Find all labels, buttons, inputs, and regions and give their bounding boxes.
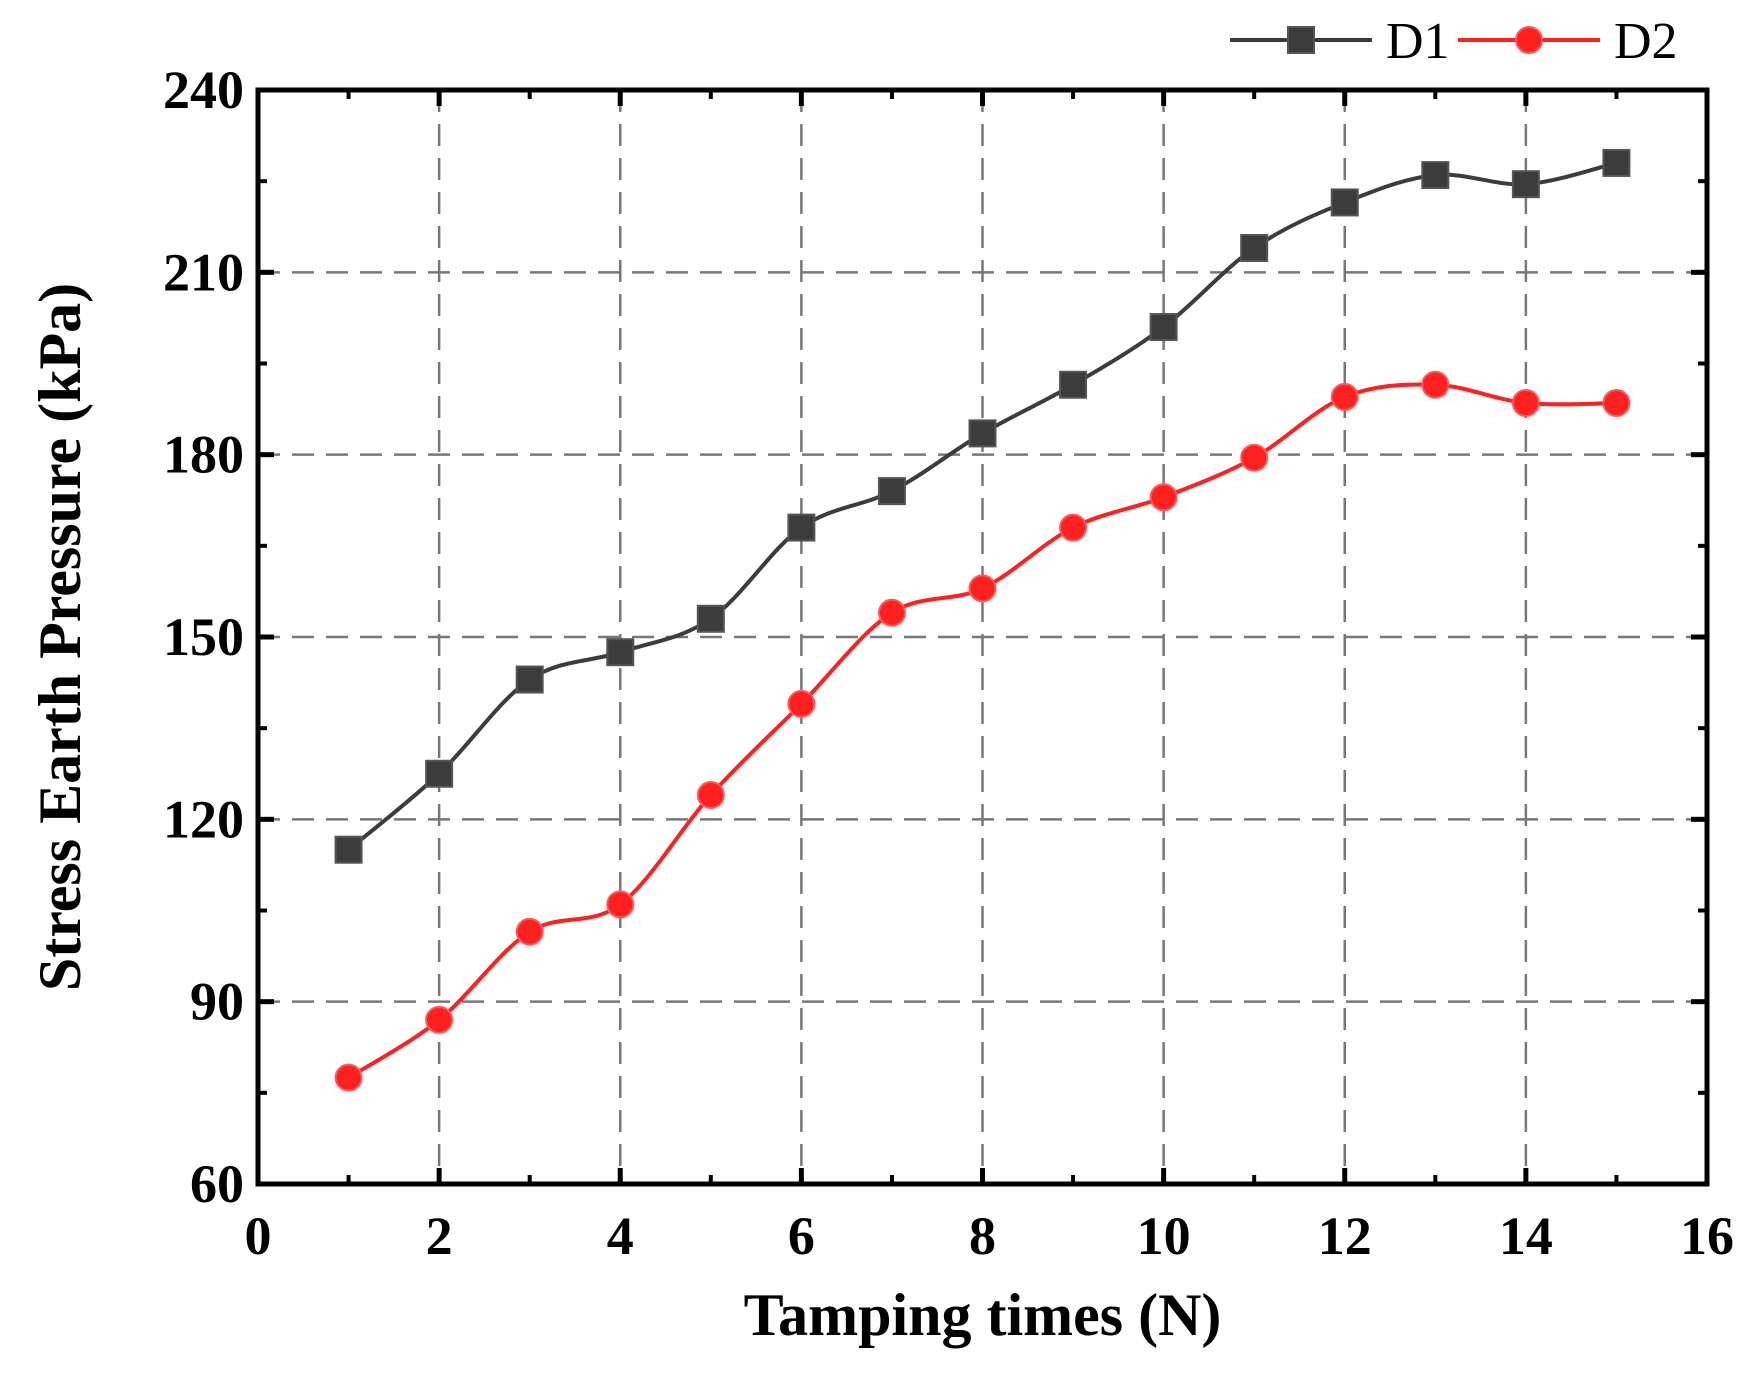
- data-point-d2: [515, 917, 544, 946]
- legend: D1 D2: [1230, 13, 1678, 70]
- legend-item-d2: D2: [1458, 13, 1678, 70]
- data-point-d2: [1511, 389, 1540, 418]
- data-point-d2: [425, 1005, 454, 1034]
- grid-lines: [258, 90, 1707, 1184]
- data-point-d2: [1421, 370, 1450, 399]
- data-point-d2: [1149, 483, 1178, 512]
- data-point-d2: [787, 689, 816, 718]
- data-point-d1: [425, 759, 454, 788]
- data-point-d1: [877, 477, 906, 506]
- data-point-d1: [696, 604, 725, 633]
- data-point-d1: [1421, 161, 1450, 190]
- y-tick-label: 90: [190, 972, 244, 1032]
- y-tick-label: 180: [163, 425, 244, 485]
- series-layer: [334, 148, 1631, 1092]
- data-point-d1: [787, 513, 816, 542]
- x-axis-title: Tamping times (N): [744, 1282, 1222, 1348]
- x-tick-label: 2: [426, 1206, 453, 1266]
- data-point-d2: [606, 890, 635, 919]
- data-point-d1: [1240, 234, 1269, 263]
- x-tick-label: 16: [1680, 1206, 1734, 1266]
- x-tick-label: 0: [245, 1206, 272, 1266]
- y-tick-label: 150: [163, 607, 244, 667]
- data-point-d1: [334, 835, 363, 864]
- y-tick-label: 120: [163, 789, 244, 849]
- data-point-d2: [1240, 443, 1269, 472]
- x-tick-label: 10: [1137, 1206, 1191, 1266]
- y-tick-label: 240: [163, 60, 244, 120]
- data-point-d2: [968, 574, 997, 603]
- data-point-d1: [1511, 170, 1540, 199]
- legend-label-d2: D2: [1614, 13, 1678, 70]
- x-tick-label: 6: [788, 1206, 815, 1266]
- data-point-d2: [334, 1063, 363, 1092]
- data-point-d1: [606, 638, 635, 667]
- legend-marker-d1: [1287, 26, 1315, 54]
- data-point-d2: [877, 598, 906, 627]
- legend-marker-d2: [1515, 26, 1543, 54]
- legend-label-d1: D1: [1386, 13, 1450, 70]
- data-point-d2: [1602, 389, 1631, 418]
- x-tick-label: 4: [607, 1206, 634, 1266]
- y-axis-title: Stress Earth Pressure (kPa): [27, 283, 93, 991]
- data-point-d1: [515, 665, 544, 694]
- data-point-d2: [696, 781, 725, 810]
- x-tick-label: 8: [969, 1206, 996, 1266]
- data-point-d1: [968, 419, 997, 448]
- series-d1: [334, 148, 1631, 864]
- legend-item-d1: D1: [1230, 13, 1450, 70]
- data-point-d2: [1330, 382, 1359, 411]
- x-tick-label: 12: [1318, 1206, 1372, 1266]
- x-tick-label: 14: [1499, 1206, 1553, 1266]
- data-point-d1: [1602, 148, 1631, 177]
- y-tick-label: 210: [163, 242, 244, 302]
- axis-ticks: 0 2 4 6 8 10 12 14 16 60 90 120 150 180 210 240: [163, 60, 1734, 1266]
- y-tick-label: 60: [190, 1154, 244, 1214]
- data-point-d1: [1149, 313, 1178, 342]
- series-d2: [334, 370, 1631, 1092]
- series-d2-line: [347, 382, 1617, 1080]
- data-point-d1: [1059, 370, 1088, 399]
- data-point-d1: [1330, 188, 1359, 217]
- data-point-d2: [1059, 513, 1088, 542]
